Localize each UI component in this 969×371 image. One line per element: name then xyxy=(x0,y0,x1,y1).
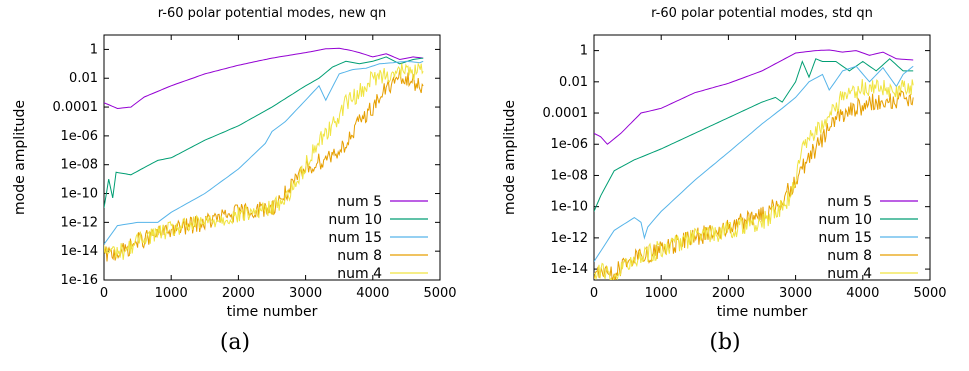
y-tick-label: 1e-12 xyxy=(60,215,98,230)
y-tick-label: 0.0001 xyxy=(543,106,589,121)
plot-frame xyxy=(103,34,441,281)
x-tick-label: 1000 xyxy=(155,286,188,301)
series-line-num-10 xyxy=(594,58,914,212)
y-tick-label: 0.01 xyxy=(559,75,588,90)
y-tick-label: 1e-06 xyxy=(60,129,98,144)
legend-label: num 15 xyxy=(818,230,872,246)
x-tick-label: 1000 xyxy=(645,286,678,301)
y-tick-label: 1e-14 xyxy=(550,262,588,277)
y-tick-label: 1e-10 xyxy=(550,200,588,215)
x-tick-label: 2000 xyxy=(712,286,745,301)
y-tick-label: 1e-12 xyxy=(550,231,588,246)
x-axis-label: time number xyxy=(227,304,318,320)
series-line-num-8 xyxy=(594,90,914,280)
legend-label: num 8 xyxy=(337,248,382,264)
legend-label: num 10 xyxy=(818,212,872,228)
y-tick-label: 0.01 xyxy=(69,71,98,86)
chart-b-svg: r-60 polar potential modes, std qn 0 1000 2… xyxy=(502,6,947,320)
series-line-num-15 xyxy=(104,60,424,245)
x-tick-label: 4000 xyxy=(356,286,389,301)
y-tick-label: 0.0001 xyxy=(53,100,99,115)
y-tick-label: 1e-08 xyxy=(60,158,98,173)
legend-label: num 4 xyxy=(827,266,872,282)
x-tick-label: 5000 xyxy=(423,286,456,301)
series-line-num-15 xyxy=(594,65,914,262)
y-axis-label: mode amplitude xyxy=(12,100,28,215)
legend-label: num 10 xyxy=(328,212,382,228)
legend-label: num 5 xyxy=(827,194,872,210)
chart-panel-a: r-60 polar potential modes, new qn 0 1000 2… xyxy=(0,0,470,371)
y-tick-label: 1e-14 xyxy=(60,244,98,259)
x-tick-label: 3000 xyxy=(779,286,812,301)
y-tick-label: 1 xyxy=(580,44,588,59)
legend-label: num 5 xyxy=(337,194,382,210)
caption-a: (a) xyxy=(219,330,251,355)
x-tick-label: 0 xyxy=(590,286,598,301)
legend-label: num 8 xyxy=(827,248,872,264)
y-tick-label: 1e-10 xyxy=(60,187,98,202)
y-tick-label: 1e-08 xyxy=(550,168,588,183)
x-axis-label: time number xyxy=(717,304,808,320)
chart-title: r-60 polar potential modes, new qn xyxy=(158,6,387,21)
series-line-num-8 xyxy=(104,69,424,262)
legend-label: num 15 xyxy=(328,230,382,246)
y-tick-label: 1 xyxy=(90,42,98,57)
y-tick-label: 1e-06 xyxy=(550,137,588,152)
x-tick-label: 3000 xyxy=(289,286,322,301)
y-axis-label: mode amplitude xyxy=(502,100,518,215)
y-tick-label: 1e-16 xyxy=(60,273,98,288)
legend-label: num 4 xyxy=(337,266,382,282)
x-tick-label: 4000 xyxy=(846,286,879,301)
series-line-num-10 xyxy=(104,56,424,208)
series-line-num-4 xyxy=(104,61,424,260)
plot-frame xyxy=(593,34,931,281)
series-line-num-5 xyxy=(104,47,424,110)
chart-a-svg: r-60 polar potential modes, new qn 0 1000 2… xyxy=(12,6,457,320)
chart-panel-b: r-60 polar potential modes, std qn 0 1000 2… xyxy=(490,0,960,371)
series-line-num-5 xyxy=(594,49,914,145)
caption-b: (b) xyxy=(709,330,741,355)
series-line-num-4 xyxy=(594,78,914,280)
x-tick-label: 5000 xyxy=(913,286,946,301)
x-tick-label: 2000 xyxy=(222,286,255,301)
chart-title: r-60 polar potential modes, std qn xyxy=(651,6,873,21)
x-tick-label: 0 xyxy=(100,286,108,301)
